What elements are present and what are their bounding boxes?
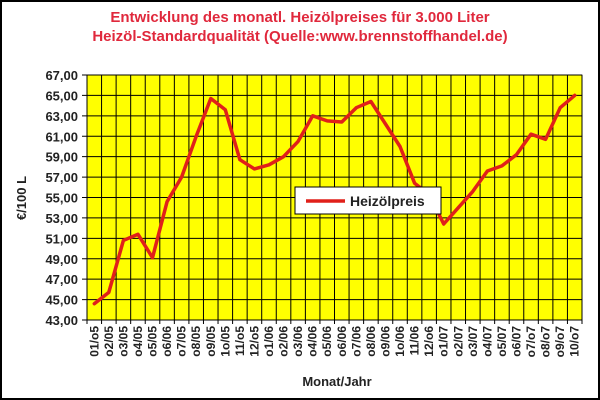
x-tick-label: o6/06 bbox=[160, 326, 174, 357]
x-tick-label: o1/07 bbox=[437, 326, 451, 357]
y-tick-label: 57,00 bbox=[45, 170, 78, 185]
x-tick-label: o5/07 bbox=[495, 326, 509, 357]
x-tick-label: o5/06 bbox=[320, 326, 334, 357]
series-line-heizoelpreis bbox=[92, 93, 577, 306]
x-tick-label: o7/06 bbox=[349, 326, 363, 357]
chart-title-line-2: Heizöl-Standardqualität (Quelle:www.bren… bbox=[92, 28, 508, 45]
x-tick-label: 01/o5 bbox=[87, 326, 101, 357]
y-axis-ticks: 67,00 65,00 63,00 61,00 59,00 57,00 55,00 53,00… bbox=[45, 68, 78, 328]
x-tick-label: o4/06 bbox=[306, 326, 320, 357]
x-tick-label: o2/05 bbox=[102, 326, 116, 357]
legend-label: Heizölpreis bbox=[350, 193, 425, 209]
x-tick-label: o9/05 bbox=[204, 326, 218, 357]
x-tick-label: o4/05 bbox=[131, 326, 145, 357]
chart-title-line-1: Entwicklung des monatl. Heizölpreises fü… bbox=[110, 9, 490, 26]
x-tick-label: o7/o7 bbox=[524, 326, 538, 358]
y-tick-label: 61,00 bbox=[45, 129, 78, 144]
x-tick-label: 1o/06 bbox=[393, 326, 407, 357]
x-tick-label: o6/06 bbox=[335, 326, 349, 357]
x-tick-label: 11/o5 bbox=[233, 326, 247, 356]
x-tick-label: o2/07 bbox=[451, 326, 465, 357]
y-tick-label: 63,00 bbox=[45, 109, 78, 124]
y-tick-label: 65,00 bbox=[45, 88, 78, 103]
x-tick-label: 12/o6 bbox=[422, 326, 436, 357]
x-tick-label: o8/o7 bbox=[539, 326, 553, 358]
x-tick-label: o8/06 bbox=[364, 326, 378, 357]
x-tick-label: 12/o5 bbox=[247, 326, 261, 357]
x-tick-label: o7/05 bbox=[175, 326, 189, 357]
x-tick-label: o9/o7 bbox=[553, 326, 567, 358]
x-tick-label: 11/06 bbox=[408, 326, 422, 356]
x-tick-label: o5/05 bbox=[146, 326, 160, 357]
y-tick-label: 43,00 bbox=[45, 313, 78, 328]
x-axis-ticks: 01/o5 o2/05 o3/05 o4/05 o5/05 o6/06 o7/05 o8/05… bbox=[87, 326, 581, 358]
y-tick-label: 51,00 bbox=[45, 231, 78, 246]
legend: Heizölpreis bbox=[294, 186, 442, 215]
x-tick-label: o2/06 bbox=[277, 326, 291, 357]
y-tick-label: 59,00 bbox=[45, 150, 78, 165]
x-tick-label: o3/07 bbox=[466, 326, 480, 357]
y-tick-label: 47,00 bbox=[45, 272, 78, 287]
x-tick-label: o6/07 bbox=[509, 326, 523, 357]
x-tick-label: o3/05 bbox=[116, 326, 130, 357]
y-tick-label: 45,00 bbox=[45, 293, 78, 308]
chart-title: Entwicklung des monatl. Heizölpreises fü… bbox=[0, 8, 600, 46]
x-tick-label: 10/o7 bbox=[568, 326, 582, 357]
y-tick-label: 53,00 bbox=[45, 211, 78, 226]
x-tick-label: o1/06 bbox=[262, 326, 276, 357]
x-tick-label: 1o/05 bbox=[218, 326, 232, 357]
y-tick-label: 55,00 bbox=[45, 191, 78, 206]
grid-lines bbox=[82, 74, 583, 324]
y-tick-label: 49,00 bbox=[45, 252, 78, 267]
y-tick-label: 67,00 bbox=[45, 68, 78, 83]
x-tick-label: o9/06 bbox=[378, 326, 392, 357]
x-tick-label: o3/06 bbox=[291, 326, 305, 357]
x-tick-label: o8/05 bbox=[189, 326, 203, 357]
y-axis-title: €/100 L bbox=[14, 176, 29, 220]
x-axis-title: Monat/Jahr bbox=[302, 374, 371, 389]
x-tick-label: o4/07 bbox=[480, 326, 494, 357]
